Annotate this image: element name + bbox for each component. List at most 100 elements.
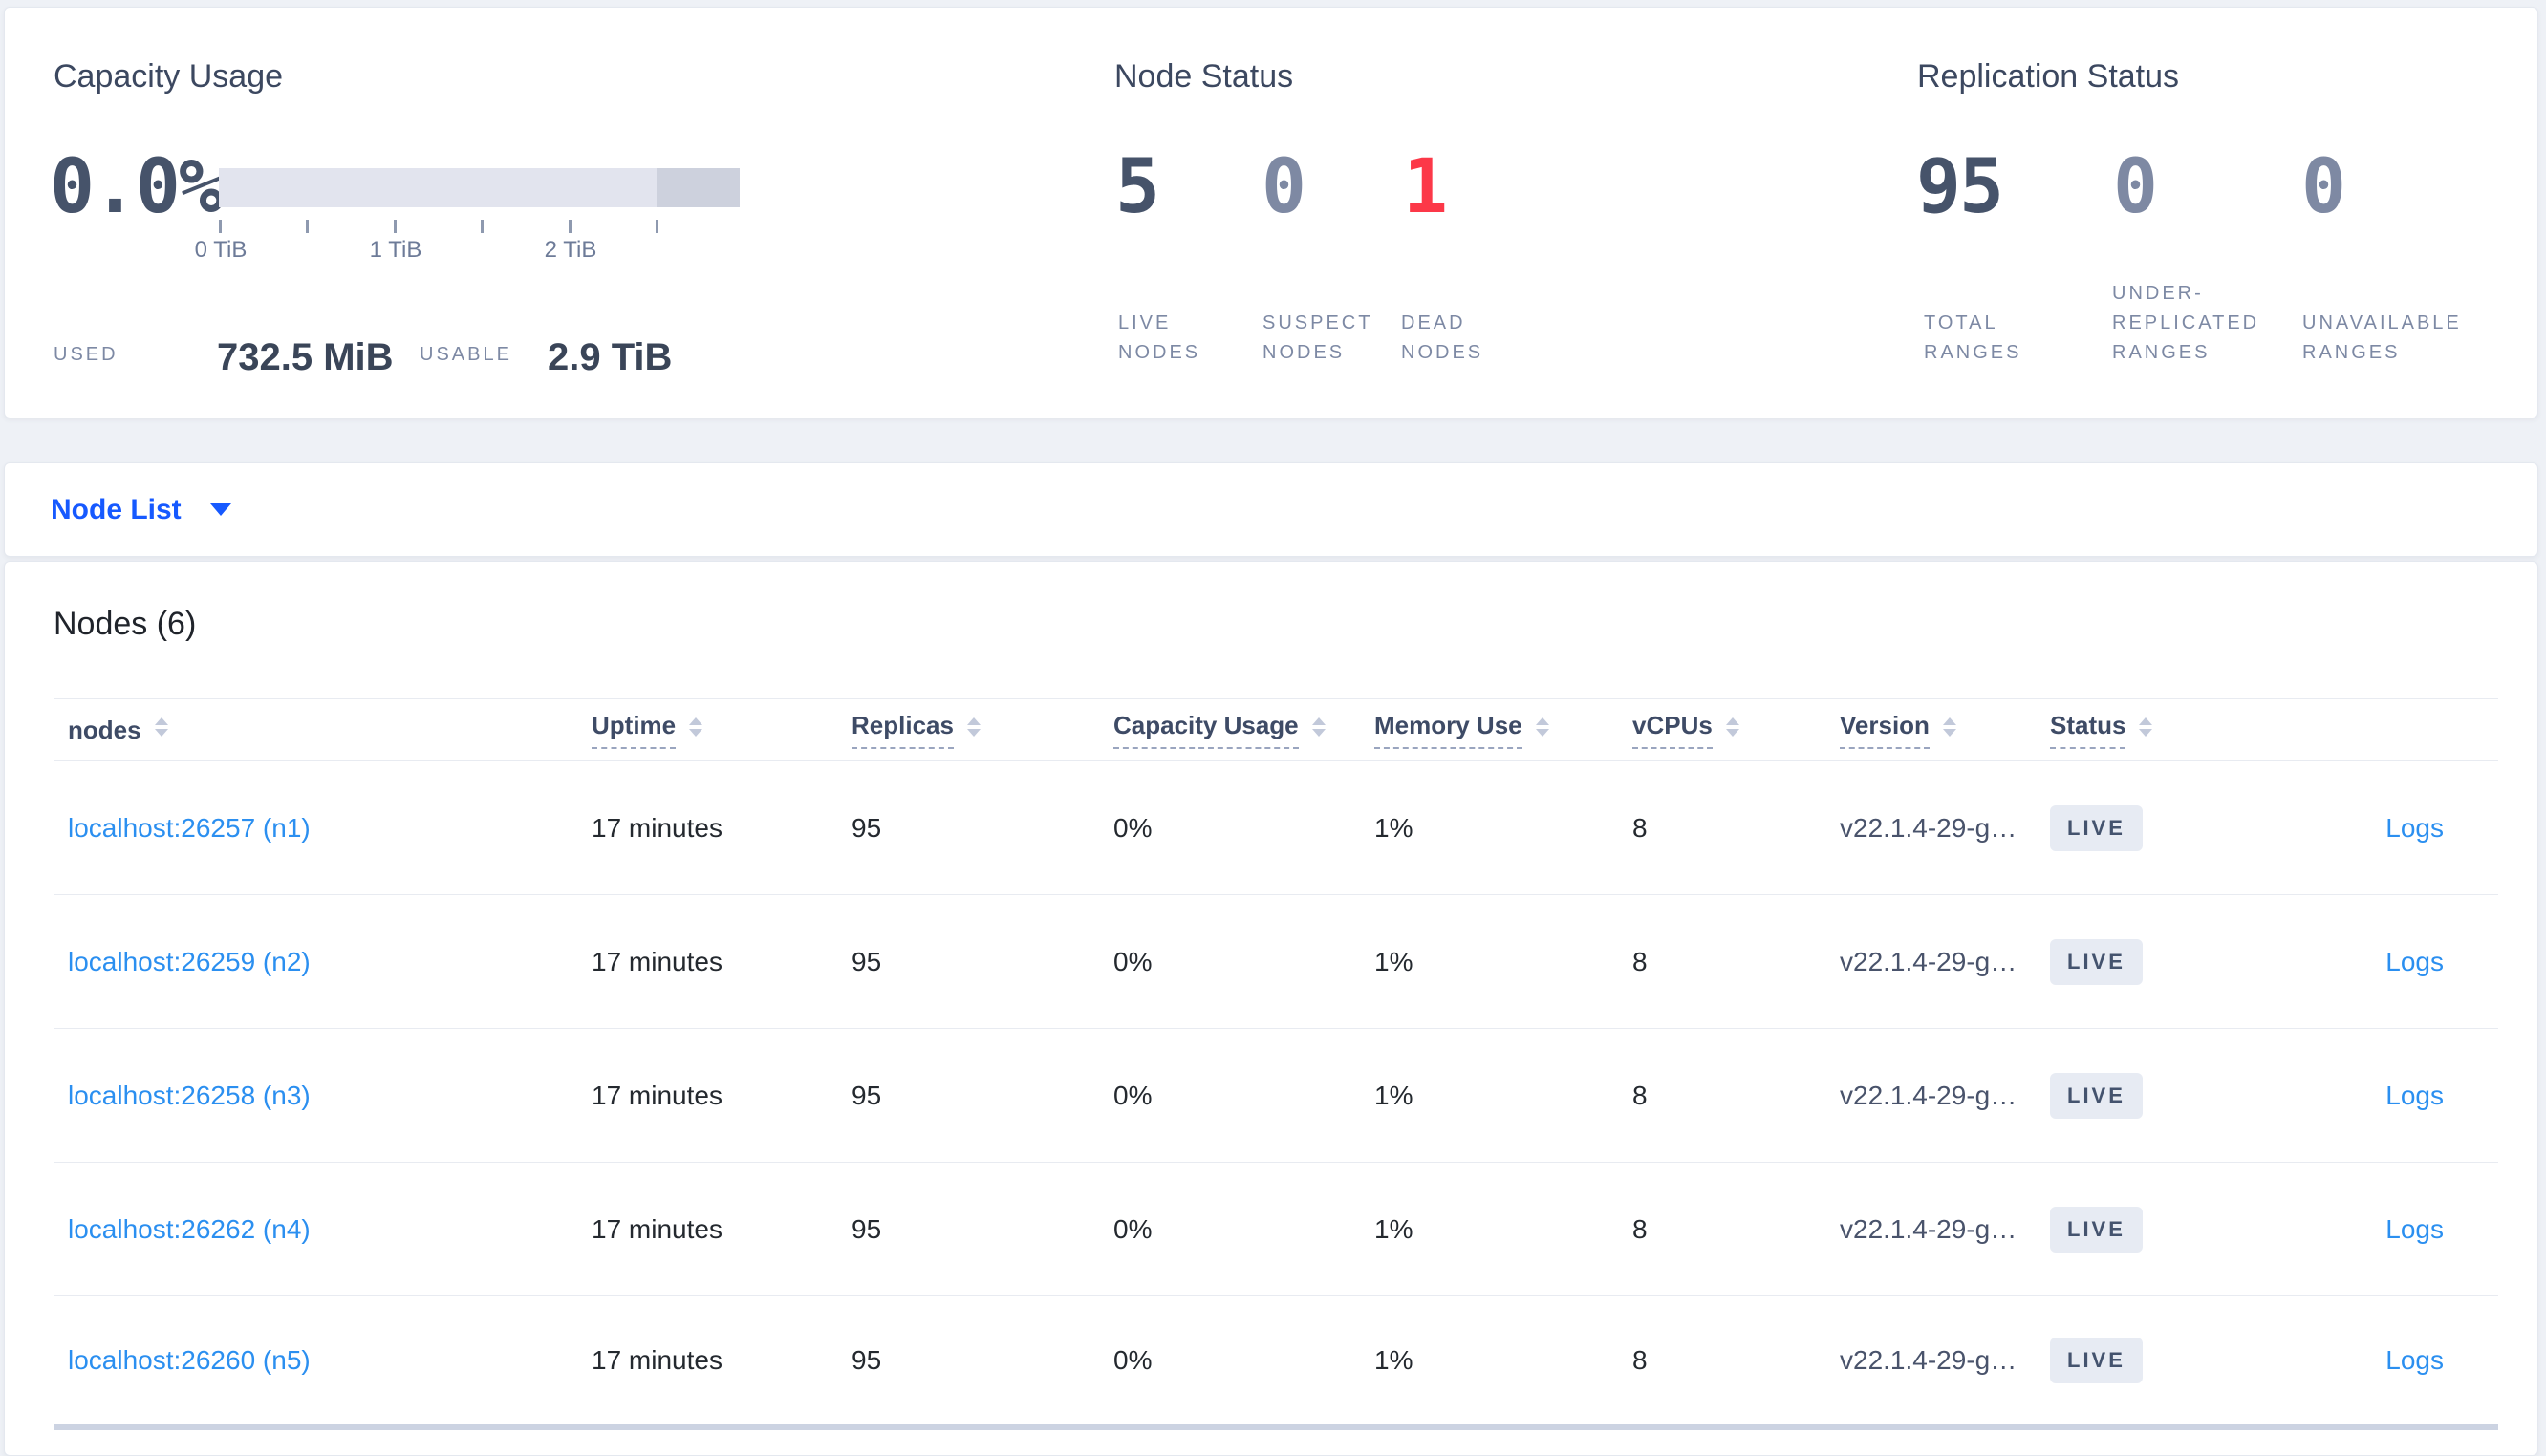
memory-cell: 1%: [1374, 1080, 1413, 1110]
chevron-down-icon: [209, 503, 231, 516]
vcpus-cell: 8: [1632, 1213, 1648, 1244]
live-nodes-value: 5: [1115, 144, 1160, 230]
used-value: 732.5 MiB: [217, 336, 394, 378]
capacity-cell: 0%: [1113, 946, 1153, 976]
nodes-table-title: Nodes (6): [54, 606, 197, 642]
capacity-cell: 0%: [1113, 812, 1153, 843]
used-label: USED: [54, 344, 119, 365]
version-cell: v22.1.4-29-g…: [1840, 812, 2017, 843]
replication-status-title: Replication Status: [1917, 58, 2180, 95]
node-link[interactable]: localhost:26257 (n1): [68, 812, 311, 843]
logs-link[interactable]: Logs: [2385, 1213, 2444, 1244]
vcpus-cell: 8: [1632, 1345, 1648, 1375]
under-replicated-ranges-value: 0: [2113, 144, 2158, 230]
axis-tick: [394, 220, 397, 233]
axis-tick: [481, 220, 484, 233]
column-header-vcpus[interactable]: vCPUs: [1632, 711, 1840, 749]
memory-cell: 1%: [1374, 946, 1413, 976]
node-link[interactable]: localhost:26258 (n3): [68, 1080, 311, 1110]
node-link[interactable]: localhost:26259 (n2): [68, 946, 311, 976]
node-link[interactable]: localhost:26262 (n4): [68, 1213, 311, 1244]
axis-tick: [656, 220, 658, 233]
table-header-row: nodes Uptime Replicas Capacity Usage Mem…: [54, 698, 2498, 761]
axis-tick-label: 1 TiB: [369, 237, 422, 263]
status-badge: LIVE: [2050, 1072, 2143, 1119]
node-link[interactable]: localhost:26260 (n5): [68, 1345, 311, 1375]
logs-link[interactable]: Logs: [2385, 946, 2444, 976]
sort-icon: [1942, 717, 1956, 737]
usable-label: USABLE: [420, 344, 512, 365]
nodes-card: Nodes (6) nodes Uptime Replicas Capacity…: [4, 561, 2538, 1456]
replicas-cell: 95: [852, 1213, 882, 1244]
memory-cell: 1%: [1374, 1345, 1413, 1375]
dead-nodes-value: 1: [1403, 144, 1448, 230]
replicas-cell: 95: [852, 1080, 882, 1110]
uptime-cell: 17 minutes: [592, 1213, 723, 1244]
cluster-summary-card: Capacity Usage 0.0% 0 TiB 1 TiB 2 TiB US…: [4, 7, 2538, 418]
status-badge: LIVE: [2050, 938, 2143, 985]
unavailable-ranges-label: UNAVAILABLE RANGES: [2302, 312, 2462, 363]
uptime-cell: 17 minutes: [592, 812, 723, 843]
suspect-nodes-label: SUSPECT NODES: [1262, 312, 1373, 363]
uptime-cell: 17 minutes: [592, 946, 723, 976]
axis-tick: [569, 220, 572, 233]
status-badge: LIVE: [2050, 804, 2143, 851]
suspect-nodes-value: 0: [1262, 144, 1306, 230]
total-ranges-label: TOTAL RANGES: [1924, 312, 2022, 363]
column-header-capacity-usage[interactable]: Capacity Usage: [1113, 711, 1374, 749]
under-replicated-ranges-label: UNDER-REPLICATED RANGES: [2112, 283, 2260, 363]
nodes-table: nodes Uptime Replicas Capacity Usage Mem…: [54, 698, 2498, 1430]
node-list-dropdown[interactable]: Node List: [51, 494, 231, 526]
replicas-cell: 95: [852, 812, 882, 843]
capacity-usage-percent: 0.0%: [50, 144, 224, 230]
dead-nodes-label: DEAD NODES: [1401, 312, 1484, 363]
capacity-cell: 0%: [1113, 1345, 1153, 1375]
axis-tick-label: 0 TiB: [194, 237, 248, 263]
node-list-dropdown-label: Node List: [51, 493, 182, 525]
version-cell: v22.1.4-29-g…: [1840, 1080, 2017, 1110]
uptime-cell: 17 minutes: [592, 1345, 723, 1375]
sort-icon: [154, 717, 168, 737]
sort-icon: [689, 717, 703, 737]
total-ranges-value: 95: [1916, 144, 2004, 230]
vcpus-cell: 8: [1632, 946, 1648, 976]
sort-icon: [1535, 717, 1549, 737]
column-header-nodes[interactable]: nodes: [54, 716, 592, 745]
sort-icon: [1725, 717, 1739, 737]
table-row: localhost:26262 (n4) 17 minutes 95 0% 1%…: [54, 1163, 2498, 1296]
uptime-cell: 17 minutes: [592, 1080, 723, 1110]
view-selector-bar: Node List: [4, 462, 2538, 557]
version-cell: v22.1.4-29-g…: [1840, 1213, 2017, 1244]
logs-link[interactable]: Logs: [2385, 1080, 2444, 1110]
memory-cell: 1%: [1374, 812, 1413, 843]
axis-tick: [306, 220, 309, 233]
column-header-version[interactable]: Version: [1840, 711, 2050, 749]
column-header-memory-use[interactable]: Memory Use: [1374, 711, 1632, 749]
replicas-cell: 95: [852, 1345, 882, 1375]
column-header-replicas[interactable]: Replicas: [852, 711, 1113, 749]
table-row: localhost:26257 (n1) 17 minutes 95 0% 1%…: [54, 761, 2498, 895]
memory-cell: 1%: [1374, 1213, 1413, 1244]
table-row: localhost:26259 (n2) 17 minutes 95 0% 1%…: [54, 895, 2498, 1029]
sort-icon: [966, 717, 981, 737]
sort-icon: [2139, 717, 2153, 737]
capacity-bar-usable-segment: [219, 168, 657, 207]
replicas-cell: 95: [852, 946, 882, 976]
version-cell: v22.1.4-29-g…: [1840, 946, 2017, 976]
node-status-title: Node Status: [1114, 58, 1294, 95]
capacity-usage-title: Capacity Usage: [54, 58, 284, 95]
column-header-uptime[interactable]: Uptime: [592, 711, 852, 749]
capacity-cell: 0%: [1113, 1080, 1153, 1110]
usable-value: 2.9 TiB: [548, 336, 673, 378]
logs-link[interactable]: Logs: [2385, 1345, 2444, 1375]
column-header-status[interactable]: Status: [2050, 711, 2285, 749]
table-row: localhost:26260 (n5) 17 minutes 95 0% 1%…: [54, 1296, 2498, 1430]
vcpus-cell: 8: [1632, 1080, 1648, 1110]
capacity-bar-other-segment: [657, 168, 740, 207]
live-nodes-label: LIVE NODES: [1118, 312, 1201, 363]
axis-tick-label: 2 TiB: [544, 237, 597, 263]
unavailable-ranges-value: 0: [2301, 144, 2346, 230]
logs-link[interactable]: Logs: [2385, 812, 2444, 843]
axis-tick: [219, 220, 222, 233]
sort-icon: [1311, 717, 1326, 737]
